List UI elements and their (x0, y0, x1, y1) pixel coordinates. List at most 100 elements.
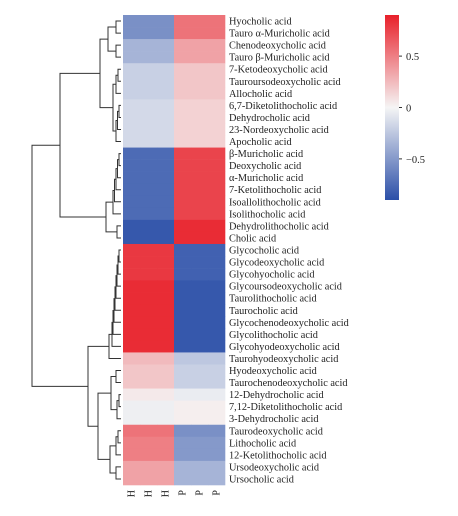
row-label: Isolithocholic acid (229, 209, 306, 220)
heatmap-cell (191, 51, 209, 64)
dendrogram-branch (117, 68, 121, 82)
heatmap-cell (157, 256, 175, 269)
heatmap-cell (174, 436, 192, 450)
heatmap-cell (174, 171, 192, 185)
heatmap-cell (208, 340, 226, 353)
row-label: Glycohyodeoxycholic acid (229, 342, 341, 353)
heatmap-cell (191, 15, 209, 28)
heatmap-cell (191, 256, 209, 269)
dendrogram-branch (115, 44, 121, 58)
heatmap-cell (123, 63, 141, 76)
heatmap-cell (208, 123, 226, 136)
heatmap-cell (157, 280, 175, 293)
heatmap-cell (191, 328, 209, 341)
heatmap-cell (208, 280, 226, 293)
heatmap-cell (140, 364, 158, 377)
dendrogram-branch (31, 144, 88, 387)
heatmap-cell (208, 231, 226, 245)
heatmap-cell (208, 15, 226, 28)
heatmap-cell (208, 400, 226, 413)
heatmap-cell (174, 472, 192, 486)
heatmap-cell (157, 123, 175, 136)
heatmap-cell (174, 15, 192, 28)
heatmap-cell (174, 340, 192, 353)
heatmap-cell (208, 268, 226, 281)
row-label: Apocholic acid (229, 137, 292, 148)
heatmap-cell (191, 304, 209, 317)
row-label: 7-Ketodeoxycholic acid (229, 65, 328, 76)
heatmap-cell (140, 292, 158, 305)
heatmap-cell (140, 123, 158, 136)
heatmap-cell (208, 75, 226, 88)
heatmap-cell (140, 280, 158, 293)
row-label: Taurodeoxycholic acid (229, 426, 324, 437)
row-label: 12-Dehydrocholic acid (229, 390, 324, 401)
heatmap-cell (157, 195, 175, 209)
heatmap-cell (123, 135, 141, 148)
dendrogram-branch (115, 466, 121, 480)
heatmap-cell (174, 27, 192, 40)
heatmap-cell (174, 328, 192, 341)
heatmap-cell (208, 436, 226, 450)
heatmap-cell (208, 63, 226, 76)
heatmap-cell (208, 424, 226, 438)
heatmap-cell (191, 412, 209, 426)
heatmap-cell (174, 448, 192, 462)
column-label: P (212, 490, 223, 496)
heatmap-cell (157, 231, 175, 245)
heatmap-cell (191, 388, 209, 401)
heatmap-cell (140, 159, 158, 172)
row-label: Taurochenodeoxycholic acid (229, 378, 348, 389)
heatmap-cell (123, 316, 141, 329)
heatmap-cell (140, 111, 158, 124)
heatmap-cell (123, 183, 141, 197)
heatmap-cell (208, 352, 226, 365)
color-scale-bar (385, 15, 399, 200)
heatmap-cell (140, 243, 158, 257)
heatmap-cell (140, 231, 158, 245)
row-label: 12-Ketolithocholic acid (229, 450, 327, 461)
heatmap-cell (123, 171, 141, 185)
heatmap-cell (157, 316, 175, 329)
column-label: H (144, 490, 155, 497)
heatmap-cell (191, 460, 209, 474)
heatmap-cell (157, 292, 175, 305)
heatmap-cell (140, 219, 158, 233)
row-label: Taurolithocholic acid (229, 294, 317, 305)
heatmap-cell (140, 268, 158, 281)
heatmap-cell (123, 99, 141, 112)
heatmap-cell (140, 352, 158, 365)
heatmap-cell (157, 472, 175, 486)
row-label: Deoxycholic acid (229, 161, 302, 172)
heatmap-cell (123, 231, 141, 245)
color-scale-ticks: 0.5 0 −0.5 (399, 52, 425, 166)
heatmap-cell (208, 219, 226, 233)
heatmap-cell (157, 15, 175, 28)
heatmap-cell (123, 304, 141, 317)
row-label: 7,12-Diketolithocholic acid (229, 402, 343, 413)
heatmap-cell (157, 388, 175, 401)
heatmap-cell (174, 424, 192, 438)
legend-tick-label: 0.5 (406, 52, 419, 63)
column-label: H (161, 490, 172, 497)
heatmap-cell (174, 51, 192, 64)
heatmap-cell (174, 256, 192, 269)
dendrogram-branch (107, 26, 116, 52)
heatmap-cell (123, 111, 141, 124)
heatmap-cell (208, 159, 226, 172)
heatmap-cell (208, 388, 226, 401)
row-label: Ursodeoxycholic acid (229, 462, 320, 473)
color-legend: 0.5 0 −0.5 (385, 15, 425, 200)
row-label: Dehydrocholic acid (229, 113, 311, 124)
row-label: α-Muricholic acid (229, 173, 304, 184)
heatmap-cell (123, 472, 141, 486)
column-label: P (195, 490, 206, 496)
heatmap-cells (123, 15, 226, 486)
heatmap-cell (157, 304, 175, 317)
heatmap-cell (123, 280, 141, 293)
heatmap-cell (208, 51, 226, 64)
row-label: Glycochenodeoxycholic acid (229, 318, 350, 329)
